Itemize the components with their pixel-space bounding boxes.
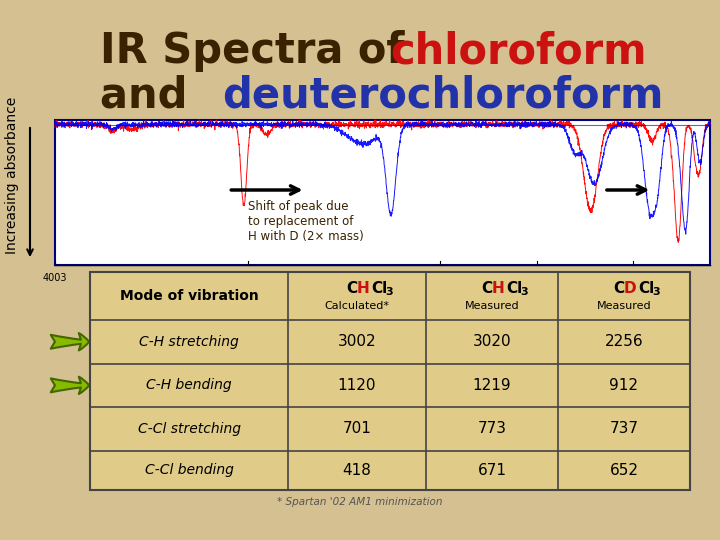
Text: H: H: [492, 281, 505, 296]
Text: Shift of peak due
to replacement of
H with D (2× mass): Shift of peak due to replacement of H wi…: [248, 200, 364, 243]
Text: 1219: 1219: [473, 378, 511, 393]
Text: C-Cl stretching: C-Cl stretching: [138, 422, 240, 436]
Text: 418: 418: [343, 463, 372, 478]
Text: 737: 737: [610, 421, 639, 436]
Text: C: C: [613, 281, 624, 296]
Text: 4003: 4003: [42, 273, 67, 283]
Text: 2256: 2256: [605, 334, 643, 349]
Text: C: C: [346, 281, 357, 296]
Text: chloroform: chloroform: [390, 30, 647, 72]
Text: D: D: [624, 281, 636, 296]
Text: Measured: Measured: [597, 301, 652, 310]
Text: 3: 3: [385, 287, 392, 297]
Text: C-H stretching: C-H stretching: [139, 335, 239, 349]
Text: IR Spectra of: IR Spectra of: [100, 30, 419, 72]
Text: 1120: 1120: [338, 378, 377, 393]
Text: C-H bending: C-H bending: [146, 379, 232, 393]
Text: 3: 3: [652, 287, 660, 297]
Text: C: C: [481, 281, 492, 296]
Text: 3002: 3002: [338, 334, 377, 349]
Bar: [90, 272, 690, 490]
Text: H: H: [357, 281, 370, 296]
Text: deuterochloroform: deuterochloroform: [222, 75, 663, 117]
Text: 671: 671: [477, 463, 506, 478]
Text: 2000: 2000: [428, 273, 453, 283]
Text: Calculated*: Calculated*: [325, 301, 390, 310]
Text: C-Cl bending: C-Cl bending: [145, 463, 233, 477]
Text: 1500: 1500: [524, 273, 549, 283]
Text: Measured: Measured: [464, 301, 519, 310]
Bar: [55, 120, 710, 265]
Text: 701: 701: [343, 421, 372, 436]
Text: 1000: 1000: [621, 273, 645, 283]
Text: * Spartan '02 AM1 minimization: * Spartan '02 AM1 minimization: [277, 497, 443, 507]
Text: 912: 912: [610, 378, 639, 393]
Text: Increasing absorbance: Increasing absorbance: [5, 96, 19, 254]
Text: 3000: 3000: [235, 273, 260, 283]
Text: and: and: [100, 75, 202, 117]
Text: 3020: 3020: [473, 334, 511, 349]
Text: Cl: Cl: [371, 281, 387, 296]
Text: 773: 773: [477, 421, 506, 436]
Text: 3: 3: [520, 287, 528, 297]
Text: Mode of vibration: Mode of vibration: [120, 289, 258, 303]
Text: Cl: Cl: [638, 281, 654, 296]
Text: 652: 652: [610, 463, 639, 478]
Text: Cl: Cl: [506, 281, 522, 296]
